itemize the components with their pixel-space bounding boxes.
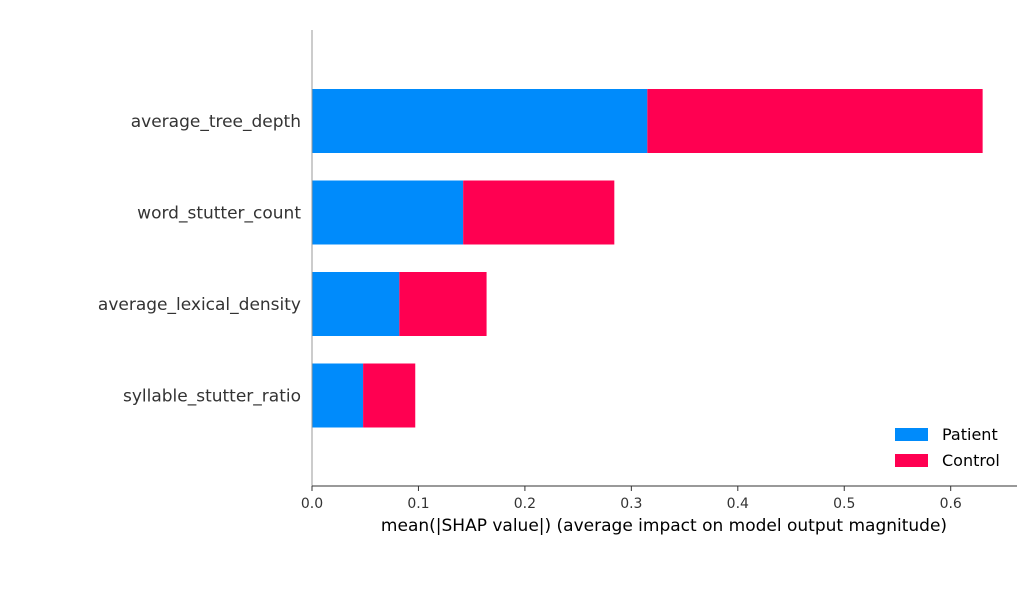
x-tick-label: 0.5 (833, 496, 855, 512)
bars-layer (312, 89, 983, 428)
x-tick-label: 0.3 (620, 496, 642, 512)
bar-control-average-lexical-density (399, 272, 487, 336)
bar-patient-syllable-stutter-ratio (312, 363, 364, 428)
axis-layer: average_tree_depth word_stutter_countaver… (98, 30, 1017, 536)
legend-label-patient: Patient (942, 425, 998, 444)
x-tick-label: 0.2 (514, 496, 536, 512)
legend-label-control: Control (942, 451, 1000, 470)
x-tick-label: 0.1 (407, 496, 429, 512)
legend-swatch-patient (895, 428, 928, 441)
x-tick-label: 0.6 (940, 496, 962, 512)
x-tick-label: 0.4 (727, 496, 749, 512)
x-axis-title: mean(|SHAP value|) (average impact on mo… (381, 516, 947, 536)
x-tick-label: 0.0 (301, 496, 323, 512)
category-label: syllable_stutter_ratio (123, 387, 301, 407)
category-label: average_lexical_density (98, 295, 301, 315)
bar-patient-word-stutter-count (312, 180, 464, 245)
category-label: average_tree_depth (131, 112, 301, 132)
bar-patient-average-tree-depth (312, 89, 648, 153)
legend-layer: Patient Control (895, 425, 1000, 470)
bar-patient-average-lexical-density (312, 272, 400, 336)
category-label: word_stutter_count (137, 204, 301, 224)
bar-control-word-stutter-count (463, 180, 615, 245)
legend-swatch-control (895, 454, 928, 467)
bar-control-syllable-stutter-ratio (363, 363, 416, 428)
bar-control-average-tree-depth (647, 89, 983, 153)
